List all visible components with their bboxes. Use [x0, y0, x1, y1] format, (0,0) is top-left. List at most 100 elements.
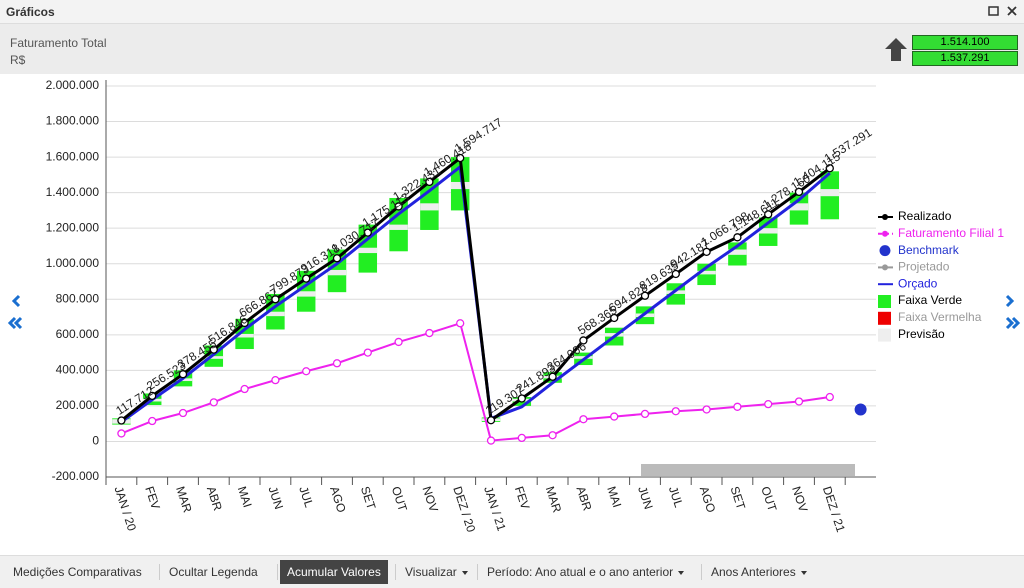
button-label: Medições Comparativas: [13, 565, 142, 579]
x-tick-label: JAN / 21: [481, 485, 509, 533]
marker: [148, 416, 157, 426]
legend-item[interactable]: Benchmark: [879, 243, 960, 257]
range-bar: [204, 356, 224, 359]
legend-swatch: [879, 245, 891, 257]
legend-item[interactable]: Faturamento Filial 1: [878, 226, 1004, 240]
legend-item[interactable]: Faixa Vermelha: [878, 310, 982, 325]
marker: [486, 416, 496, 425]
legend-label: Projetado: [898, 260, 950, 274]
toolbar-button[interactable]: Período: Ano atual e o ano anterior: [480, 560, 691, 584]
nav-arrows[interactable]: [7, 294, 1021, 330]
button-label: Anos Anteriores: [711, 565, 796, 579]
marker: [794, 397, 804, 406]
marker: [702, 405, 711, 414]
range-bar: [389, 224, 408, 230]
marker: [671, 269, 680, 279]
legend-swatch: [882, 214, 888, 220]
range-bar: [296, 291, 316, 297]
button-label: Ocultar Legenda: [169, 565, 258, 579]
marker: [764, 399, 773, 409]
x-tick-label: MAI: [604, 485, 624, 510]
toolbar-button[interactable]: Acumular Valores: [280, 560, 388, 584]
button-label: Acumular Valores: [287, 565, 381, 579]
marker: [332, 254, 342, 263]
marker: [271, 295, 280, 304]
marker: [394, 337, 403, 347]
range-bar: [358, 247, 378, 254]
unit: R$: [10, 53, 26, 67]
window-header: Gráficos: [0, 0, 1024, 24]
y-tick-label: 1.600.000: [46, 149, 100, 163]
legend-label: Faixa Verde: [898, 293, 962, 307]
caret: [461, 570, 468, 575]
x-tick-label: NOV: [789, 485, 810, 514]
x-tick-label: JUN: [266, 485, 287, 512]
y-tick-label: 1.000.000: [46, 256, 100, 270]
x-tick-label: JAN / 20: [112, 485, 140, 533]
legend-item[interactable]: Orçado: [878, 276, 938, 290]
legend-swatch: [882, 264, 888, 271]
range-bar: [327, 269, 347, 276]
range-bar: [266, 311, 285, 317]
marker: [640, 409, 650, 419]
marker: [517, 433, 526, 443]
range-bar: [728, 249, 747, 255]
y-tick-label: 2.000.000: [46, 78, 100, 92]
toolbar: Medições Comparativas Ocultar Legenda Acum…: [0, 555, 1024, 588]
button-label: Período: Ano atual e o ano anterior: [487, 565, 674, 579]
summary-value: 1.514.100: [912, 35, 1018, 50]
legend-label: Faixa Vermelha: [898, 310, 982, 324]
legend-swatch: [882, 230, 888, 237]
x-tick-label: MAR: [173, 485, 195, 515]
legend-label: Faturamento Filial 1: [898, 226, 1004, 240]
marker: [764, 210, 773, 219]
marker: [610, 412, 619, 421]
range-bar: [820, 189, 840, 197]
marker: [425, 177, 434, 187]
legend-item[interactable]: Previsão: [878, 327, 945, 342]
separator: [159, 564, 160, 580]
close-icon[interactable]: [1007, 6, 1017, 16]
marker: [825, 392, 834, 402]
x-tick-label: MAR: [543, 485, 565, 515]
chart: -200.000 0 200.000 400.000 600.000 800.000 1.0…: [7, 78, 1021, 535]
legend-item[interactable]: Projetado: [878, 260, 950, 274]
marker: [671, 407, 680, 416]
legend-swatch: [878, 328, 891, 342]
window-controls: [988, 6, 1017, 16]
marker: [302, 367, 311, 376]
marker: [733, 233, 742, 242]
marker: [271, 375, 280, 385]
marker: [148, 391, 157, 401]
marker: [640, 291, 650, 300]
scrollbar[interactable]: [641, 464, 855, 476]
toolbar-button[interactable]: Medições Comparativas: [6, 560, 149, 584]
x-tick-label: MAI: [235, 485, 255, 510]
restore-icon[interactable]: [988, 6, 999, 16]
legend-item[interactable]: Realizado: [878, 209, 952, 223]
marker: [332, 359, 342, 368]
legend-label: Benchmark: [898, 243, 960, 257]
marker: [209, 398, 218, 407]
marker: [425, 328, 434, 338]
marker: [548, 372, 557, 381]
data-label: 1.594.717: [452, 115, 505, 155]
legend-item[interactable]: Faixa Verde: [878, 293, 962, 308]
toolbar-button[interactable]: Ocultar Legenda: [162, 560, 265, 584]
point: [854, 403, 867, 416]
marker: [486, 436, 496, 445]
marker: [178, 408, 188, 418]
separator: [395, 564, 396, 580]
marker: [363, 228, 372, 237]
x-tick-label: JUN: [635, 485, 656, 512]
x-tick-label: DEZ / 21: [820, 485, 848, 535]
y-tick-label: 1.400.000: [46, 185, 100, 199]
toolbar-button[interactable]: Visualizar: [398, 560, 475, 584]
x-tick-label: AGO: [327, 485, 349, 515]
range-bar: [450, 181, 470, 190]
marker: [117, 429, 126, 438]
caret: [678, 570, 685, 575]
toolbar-button[interactable]: Anos Anteriores: [704, 560, 814, 584]
y-tick-label: 200.000: [56, 398, 100, 412]
